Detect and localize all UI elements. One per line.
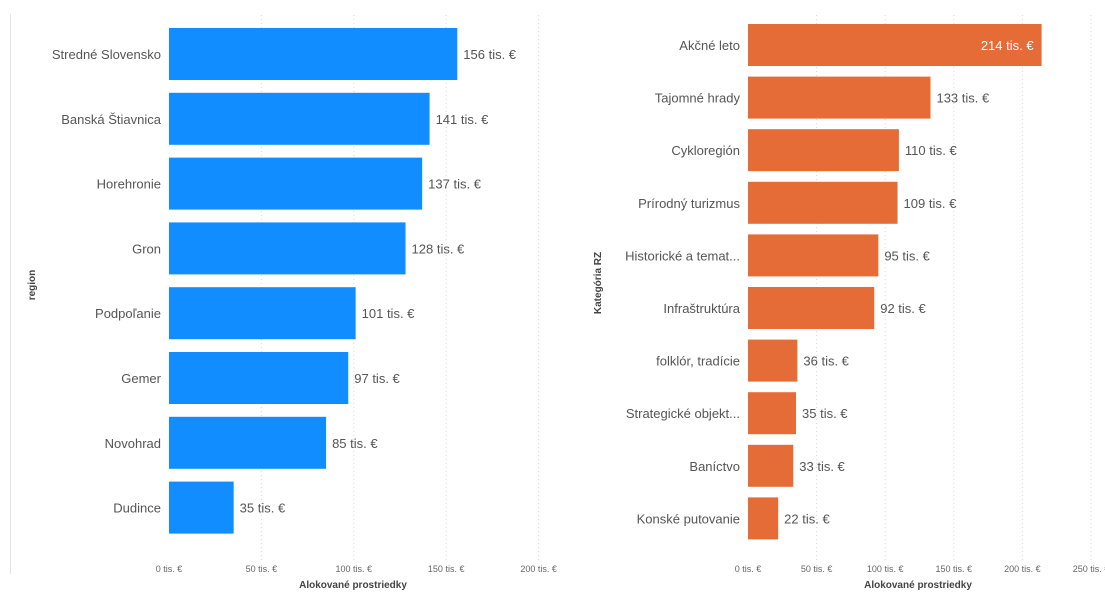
category-label: Konské putovanie [637,511,740,526]
data-label: 33 tis. € [799,459,845,474]
category-label: Dudince [113,501,161,516]
x-tick-label: 100 tis. € [867,564,904,574]
bar[interactable] [748,24,1042,66]
data-label: 109 tis. € [904,196,958,211]
category-label: Strategické objekt... [626,406,740,421]
x-tick-label: 50 tis. € [246,564,278,574]
bar[interactable] [169,92,430,145]
x-tick-label: 200 tis. € [520,564,557,574]
y-axis-title: Kategória RZ [593,252,604,314]
category-label: Infraštruktúra [663,301,740,316]
data-label: 22 tis. € [784,511,830,526]
data-label: 214 tis. € [981,38,1035,53]
category-label: Banská Štiavnica [61,112,161,127]
bar[interactable] [748,497,779,540]
data-label: 97 tis. € [354,371,400,386]
category-label: Stredné Slovensko [52,47,161,62]
category-label: Gemer [121,371,161,386]
x-tick-label: 150 tis. € [428,564,465,574]
category-label: Cykloregión [671,143,740,158]
bar[interactable] [169,287,356,340]
x-tick-labels: 0 tis. € 50 tis. € 100 tis. € 150 tis. € 200… [156,564,557,574]
data-label: 156 tis. € [463,47,517,62]
category-label: Gron [132,241,161,256]
bar[interactable] [169,28,458,80]
category-labels: Akčné leto Tajomné hrady Cykloregión Prírod… [625,38,741,526]
panel-border [10,14,11,574]
category-label: Podpoľanie [95,306,161,321]
data-label: 92 tis. € [880,301,926,316]
category-label: Horehronie [97,177,161,192]
bar[interactable] [169,157,423,210]
bar[interactable] [748,287,875,329]
bar[interactable] [748,339,798,382]
x-tick-label: 0 tis. € [735,564,762,574]
bar[interactable] [169,416,327,469]
data-label: 101 tis. € [362,306,416,321]
bar[interactable] [169,481,234,534]
x-axis-title: Alokované prostriedky [864,580,972,591]
bar[interactable] [748,392,797,435]
category-label: Novohrad [105,436,161,451]
x-tick-label: 200 tis. € [1004,564,1041,574]
x-tick-label: 100 tis. € [336,564,373,574]
chart-category-allocation: Akčné leto Tajomné hrady Cykloregión Prírod… [593,15,1105,591]
bars-group [169,28,458,534]
data-label: 141 tis. € [436,112,490,127]
data-label: 133 tis. € [936,91,990,106]
category-labels: Stredné Slovensko Banská Štiavnica Horehro… [52,47,162,516]
bar[interactable] [748,234,879,277]
category-label: Prírodný turizmus [638,196,740,211]
data-label: 35 tis. € [802,406,848,421]
category-label: Tajomné hrady [655,91,741,106]
category-label: Akčné leto [679,38,740,53]
bar[interactable] [748,129,899,172]
category-label: Baníctvo [689,459,740,474]
data-label: 110 tis. € [905,143,958,158]
data-labels: 156 tis. € 141 tis. € 137 tis. € 128 tis. €… [240,47,517,516]
bar[interactable] [748,181,898,224]
bar[interactable] [169,352,349,404]
bars-group [748,24,1042,540]
category-label: folklór, tradície [656,354,740,369]
x-tick-label: 150 tis. € [936,564,973,574]
data-label: 36 tis. € [803,354,849,369]
x-axis-title: Alokované prostriedky [299,580,407,591]
data-label: 85 tis. € [332,436,378,451]
data-label: 35 tis. € [240,501,286,516]
data-label: 137 tis. € [428,177,482,192]
x-tick-labels: 0 tis. € 50 tis. € 100 tis. € 150 tis. € 200… [735,564,1105,574]
category-label: Historické a temat... [625,248,740,263]
x-tick-label: 0 tis. € [156,564,183,574]
bar[interactable] [748,444,794,487]
data-label: 128 tis. € [412,241,466,256]
x-tick-label: 50 tis. € [801,564,833,574]
y-axis-title: region [27,270,38,301]
data-label: 95 tis. € [884,248,930,263]
data-labels: 214 tis. € 133 tis. € 110 tis. € 109 tis. €… [784,38,1034,526]
x-tick-label: 250 tis. € [1073,564,1105,574]
bar[interactable] [169,222,406,275]
bar[interactable] [748,76,931,119]
chart-region-allocation: Stredné Slovensko Banská Štiavnica Horehro… [27,15,557,591]
